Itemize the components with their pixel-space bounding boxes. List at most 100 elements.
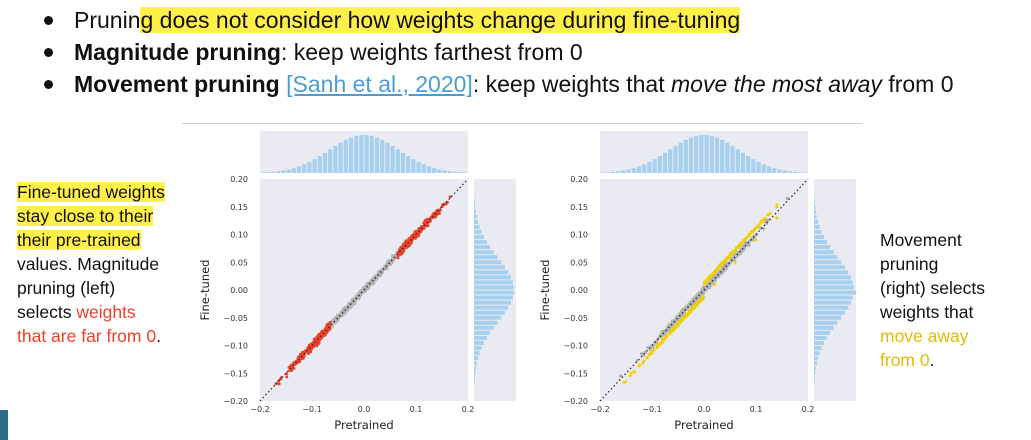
right-hist-bar	[474, 315, 502, 320]
data-point	[415, 235, 419, 239]
top-hist-bar	[626, 169, 631, 173]
data-point	[698, 299, 702, 303]
data-point	[378, 272, 382, 277]
right-hist-bar	[814, 265, 845, 270]
top-hist-bar	[756, 162, 761, 173]
top-hist-bar	[416, 162, 421, 173]
data-point	[660, 338, 664, 342]
right-hist-bar	[814, 371, 816, 376]
data-point	[762, 218, 765, 222]
top-hist-bar	[380, 139, 385, 173]
data-point	[687, 303, 691, 308]
top-hist-bar	[333, 145, 338, 173]
right-hist-bar	[814, 310, 845, 315]
diagonal-line	[599, 178, 809, 402]
top-hist-bar	[354, 135, 359, 173]
data-point	[667, 332, 671, 336]
top-hist-bar	[678, 142, 683, 173]
right-hist-bar	[814, 300, 851, 305]
data-point	[285, 372, 289, 376]
right-hist-bar	[814, 325, 834, 330]
y-tick-label: 0.05	[230, 258, 248, 267]
right-annotation: Movement pruning (right) selects weights…	[880, 230, 986, 370]
data-point	[676, 323, 680, 327]
data-point	[277, 382, 281, 386]
data-point	[640, 352, 644, 356]
top-hist-bar	[792, 171, 798, 173]
top-hist-bar	[735, 149, 740, 173]
y-tick-label: 0.10	[230, 231, 248, 240]
data-point	[652, 348, 656, 352]
y-tick-label: −0.10	[563, 342, 588, 351]
right-hist-bar	[474, 240, 487, 245]
data-point	[403, 241, 407, 245]
right-hist-bar	[474, 305, 509, 310]
top-hist-bar	[390, 145, 395, 173]
data-point	[681, 317, 684, 321]
data-point	[633, 370, 636, 374]
top-hist-bar	[605, 172, 610, 173]
data-point	[767, 212, 771, 216]
data-point	[356, 292, 361, 296]
top-hist-bar	[322, 152, 328, 173]
top-hist-bar	[265, 172, 270, 173]
data-point	[396, 256, 400, 260]
top-hist-bar	[647, 162, 652, 173]
data-point	[733, 260, 737, 264]
top-hist-bar	[782, 170, 787, 173]
data-point	[317, 342, 321, 346]
top-hist-bar	[458, 172, 463, 173]
data-point	[658, 341, 662, 345]
data-point	[289, 364, 293, 369]
top-marginal-area	[600, 131, 808, 173]
top-hist-bar	[369, 135, 374, 173]
top-hist-bar	[746, 156, 751, 173]
top-hist-bar	[364, 135, 369, 173]
right-hist-bar	[474, 351, 480, 356]
right-hist-bar	[474, 265, 505, 270]
data-point	[684, 306, 688, 310]
top-hist-bar	[761, 164, 766, 173]
bullet-item: Movement pruning [Sanh et al., 2020]: ke…	[22, 68, 1022, 100]
top-hist-bar	[359, 135, 364, 173]
data-point	[320, 333, 324, 338]
right-hist-bar	[474, 366, 476, 371]
right-hist-bar	[474, 270, 509, 275]
y-tick-label: −0.05	[563, 314, 588, 323]
citation-link[interactable]: [Sanh et al., 2020]	[286, 71, 473, 97]
data-point	[326, 322, 330, 326]
data-point	[642, 359, 646, 363]
right-hist-bar	[814, 194, 815, 199]
y-tick-label: 0.20	[570, 175, 588, 184]
data-point	[713, 278, 717, 282]
top-hist-bar	[328, 149, 333, 173]
top-hist-bar	[777, 169, 782, 173]
right-hist-bar	[814, 280, 853, 285]
top-hist-bar	[296, 166, 302, 173]
top-hist-bar	[437, 169, 442, 173]
y-tick-label: −0.05	[223, 314, 248, 323]
right-hist-bar	[474, 300, 511, 305]
data-point	[331, 318, 335, 323]
data-point	[660, 330, 664, 334]
data-point	[713, 271, 717, 274]
right-hist-bar	[814, 315, 842, 320]
top-hist-bar	[709, 135, 714, 173]
right-hist-bar	[814, 209, 816, 214]
data-point	[426, 218, 430, 222]
data-point	[325, 330, 329, 334]
right-hist-bar	[814, 376, 815, 381]
data-point	[726, 256, 730, 260]
top-hist-bar	[343, 139, 348, 173]
data-point	[433, 215, 437, 219]
data-point	[422, 226, 426, 230]
data-point	[762, 226, 766, 230]
bullet-highlight: g does not consider how weights change d…	[140, 7, 741, 33]
right-marginal-area	[474, 179, 516, 401]
top-hist-bar	[730, 145, 735, 173]
right-hist-bar	[474, 335, 487, 340]
top-hist-bar	[652, 159, 657, 173]
data-point	[740, 242, 744, 246]
data-point	[314, 338, 318, 342]
y-tick-label: −0.10	[223, 342, 248, 351]
